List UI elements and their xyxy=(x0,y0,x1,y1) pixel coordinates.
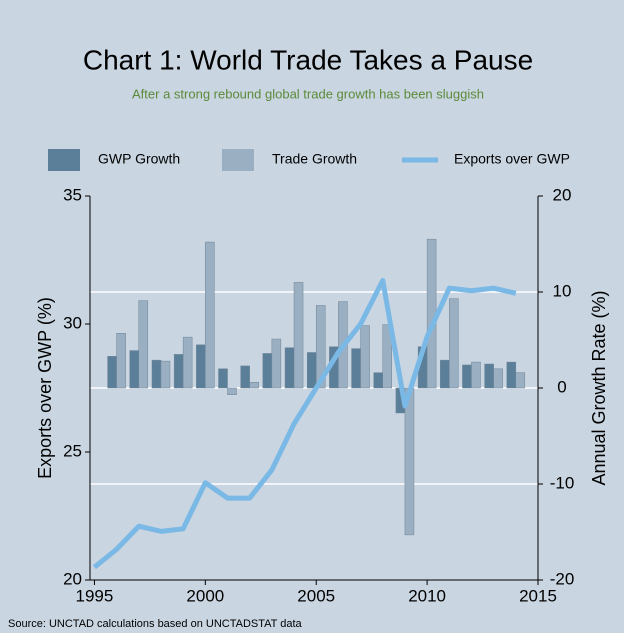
bar xyxy=(440,359,450,389)
bar xyxy=(351,348,361,389)
bar xyxy=(249,381,259,389)
y2-axis-label: Annual Growth Rate (%) xyxy=(589,290,609,485)
legend-label: GWP Growth xyxy=(98,151,180,167)
line xyxy=(92,277,517,570)
y-tick-label: 30 xyxy=(63,313,82,332)
bar xyxy=(271,338,282,389)
x-tick-label: 2010 xyxy=(408,586,446,605)
bar xyxy=(306,352,317,389)
bar xyxy=(182,336,193,389)
bar xyxy=(382,324,393,389)
bar xyxy=(506,361,517,389)
bar xyxy=(426,238,437,389)
bar xyxy=(471,361,481,389)
legend-swatch xyxy=(48,149,80,171)
source-note: Source: UNCTAD calculations based on UNC… xyxy=(8,618,303,630)
legend-swatch xyxy=(222,149,254,171)
bar xyxy=(151,359,162,389)
bar xyxy=(107,356,117,389)
bar xyxy=(129,350,140,389)
legend-label: Exports over GWP xyxy=(454,151,570,167)
bar xyxy=(360,325,370,389)
x-tick-label: 1995 xyxy=(76,586,114,605)
y2-tick-label: -20 xyxy=(550,569,575,588)
x-tick-label: 2015 xyxy=(519,586,557,605)
y2-tick-label: 10 xyxy=(553,281,572,300)
y2-tick-label: -10 xyxy=(550,473,575,492)
bar xyxy=(205,241,215,389)
bar xyxy=(160,360,171,389)
bar xyxy=(462,364,472,389)
bar xyxy=(493,368,503,389)
bar xyxy=(138,300,149,389)
bar xyxy=(515,372,526,389)
bar xyxy=(484,363,494,389)
bar xyxy=(218,368,228,389)
x-tick-label: 2000 xyxy=(186,586,224,605)
bar xyxy=(293,282,304,389)
y-axis-label: Exports over GWP (%) xyxy=(35,297,55,479)
bar xyxy=(373,372,384,389)
bar xyxy=(173,354,184,389)
bar xyxy=(262,353,273,389)
bar xyxy=(449,298,459,389)
bar xyxy=(315,305,326,389)
bar xyxy=(196,344,206,389)
bar xyxy=(227,387,237,395)
chart-title: Chart 1: World Trade Takes a Pause xyxy=(83,44,533,75)
y2-tick-label: 20 xyxy=(553,185,572,204)
bar xyxy=(240,365,250,389)
y2-tick-label: 0 xyxy=(557,377,566,396)
bar xyxy=(284,347,295,389)
chart-subtitle: After a strong rebound global trade grow… xyxy=(132,86,484,101)
y-tick-label: 20 xyxy=(63,569,82,588)
y-tick-label: 35 xyxy=(63,185,82,204)
bar xyxy=(404,387,415,536)
bar xyxy=(116,333,126,389)
x-tick-label: 2005 xyxy=(297,586,335,605)
y-tick-label: 25 xyxy=(63,441,82,460)
legend-label: Trade Growth xyxy=(272,151,357,167)
